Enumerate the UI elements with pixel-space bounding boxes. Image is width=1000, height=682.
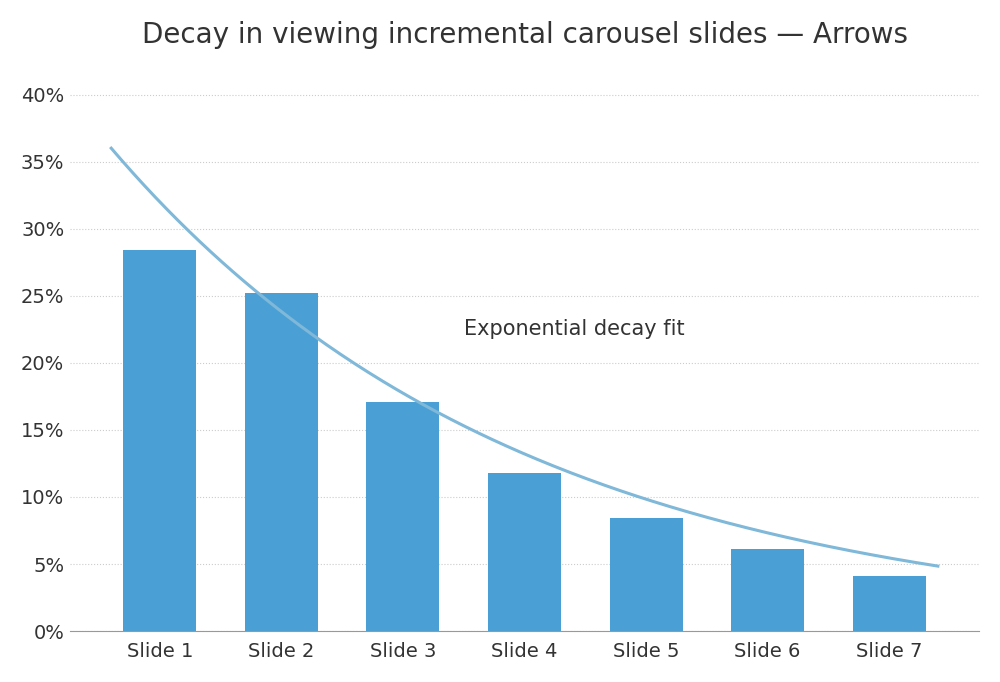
Bar — [488, 473, 561, 631]
Bar — [366, 402, 439, 631]
Bar — [853, 576, 926, 631]
Bar — [123, 250, 196, 631]
Bar — [610, 518, 683, 631]
Text: Exponential decay fit: Exponential decay fit — [464, 319, 684, 340]
Bar — [731, 549, 804, 631]
Title: Decay in viewing incremental carousel slides — Arrows: Decay in viewing incremental carousel sl… — [142, 21, 908, 49]
Bar — [245, 293, 318, 631]
